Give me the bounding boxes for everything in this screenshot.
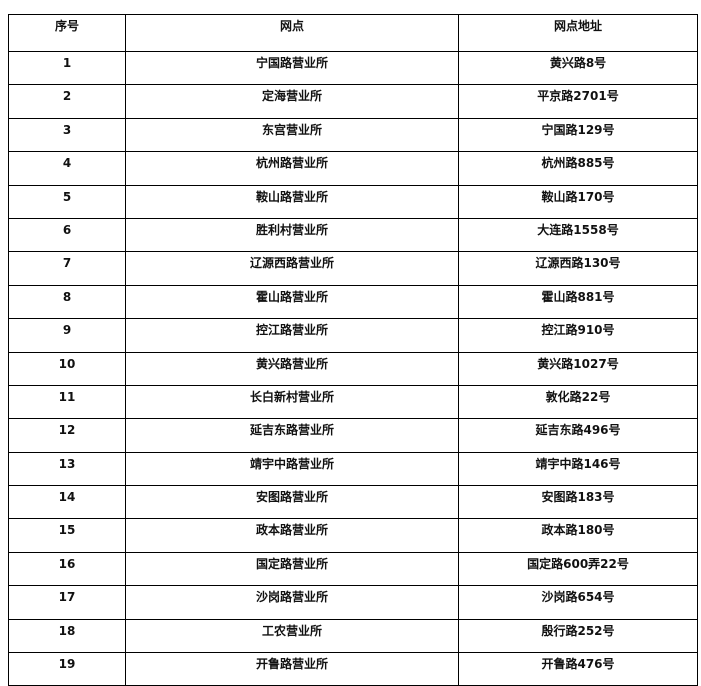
cell-index: 17: [8, 585, 126, 620]
cell-branch: 安图路营业所: [125, 485, 459, 520]
cell-address: 大连路1558号: [458, 217, 698, 253]
cell-index: 19: [8, 652, 126, 686]
table-row: 9 控江路营业所 控江路910号: [8, 318, 698, 353]
cell-branch: 沙岗路营业所: [125, 585, 459, 620]
cell-index: 4: [8, 151, 126, 186]
table-row: 12 延吉东路营业所 延吉东路496号: [8, 418, 698, 453]
table-row: 8 霍山路营业所 霍山路881号: [8, 284, 698, 320]
cell-index: 12: [8, 418, 126, 453]
cell-address: 靖宇中路146号: [458, 451, 698, 487]
header-address: 网点地址: [458, 14, 698, 52]
cell-index: 10: [8, 351, 126, 386]
table-row: 6 胜利村营业所 大连路1558号: [8, 217, 698, 253]
cell-index: 5: [8, 184, 126, 219]
table-row: 14 安图路营业所 安图路183号: [8, 485, 698, 520]
cell-address: 沙岗路654号: [458, 585, 698, 620]
table-row: 13 靖宇中路营业所 靖宇中路146号: [8, 451, 698, 487]
cell-address: 敦化路22号: [458, 384, 698, 420]
table-row: 3 东宫营业所 宁国路129号: [8, 117, 698, 153]
cell-index: 14: [8, 485, 126, 520]
cell-address: 宁国路129号: [458, 117, 698, 153]
cell-index: 3: [8, 117, 126, 153]
header-index: 序号: [8, 14, 126, 52]
table-row: 5 鞍山路营业所 鞍山路170号: [8, 184, 698, 219]
cell-index: 15: [8, 518, 126, 553]
cell-branch: 胜利村营业所: [125, 217, 459, 253]
cell-branch: 国定路营业所: [125, 551, 459, 587]
table-row: 19 开鲁路营业所 开鲁路476号: [8, 652, 698, 686]
table-row: 4 杭州路营业所 杭州路885号: [8, 151, 698, 186]
table-row: 2 定海营业所 平京路2701号: [8, 84, 698, 119]
cell-index: 16: [8, 551, 126, 587]
cell-branch: 鞍山路营业所: [125, 184, 459, 219]
cell-index: 18: [8, 618, 126, 654]
cell-branch: 长白新村营业所: [125, 384, 459, 420]
cell-address: 辽源西路130号: [458, 251, 698, 286]
cell-index: 13: [8, 451, 126, 487]
cell-address: 黄兴路8号: [458, 50, 698, 86]
cell-branch: 开鲁路营业所: [125, 652, 459, 686]
cell-address: 安图路183号: [458, 485, 698, 520]
table-row: 7 辽源西路营业所 辽源西路130号: [8, 251, 698, 286]
cell-branch: 控江路营业所: [125, 318, 459, 353]
cell-address: 平京路2701号: [458, 84, 698, 119]
cell-branch: 辽源西路营业所: [125, 251, 459, 286]
cell-address: 开鲁路476号: [458, 652, 698, 686]
cell-index: 6: [8, 217, 126, 253]
cell-branch: 黄兴路营业所: [125, 351, 459, 386]
cell-branch: 东宫营业所: [125, 117, 459, 153]
cell-index: 11: [8, 384, 126, 420]
cell-branch: 延吉东路营业所: [125, 418, 459, 453]
cell-branch: 政本路营业所: [125, 518, 459, 553]
table-row: 17 沙岗路营业所 沙岗路654号: [8, 585, 698, 620]
cell-address: 霍山路881号: [458, 284, 698, 320]
table-row: 16 国定路营业所 国定路600弄22号: [8, 551, 698, 587]
header-branch: 网点: [125, 14, 459, 52]
cell-branch: 霍山路营业所: [125, 284, 459, 320]
cell-address: 延吉东路496号: [458, 418, 698, 453]
table-row: 1 宁国路营业所 黄兴路8号: [8, 50, 698, 86]
table-row: 11 长白新村营业所 敦化路22号: [8, 384, 698, 420]
header-row: 序号 网点 网点地址: [8, 14, 698, 52]
cell-branch: 定海营业所: [125, 84, 459, 119]
cell-branch: 靖宇中路营业所: [125, 451, 459, 487]
cell-index: 2: [8, 84, 126, 119]
cell-address: 控江路910号: [458, 318, 698, 353]
cell-address: 政本路180号: [458, 518, 698, 553]
cell-index: 9: [8, 318, 126, 353]
cell-address: 鞍山路170号: [458, 184, 698, 219]
cell-branch: 工农营业所: [125, 618, 459, 654]
cell-branch: 宁国路营业所: [125, 50, 459, 86]
table-row: 18 工农营业所 殷行路252号: [8, 618, 698, 654]
cell-branch: 杭州路营业所: [125, 151, 459, 186]
table-row: 15 政本路营业所 政本路180号: [8, 518, 698, 553]
cell-address: 杭州路885号: [458, 151, 698, 186]
cell-address: 国定路600弄22号: [458, 551, 698, 587]
cell-address: 殷行路252号: [458, 618, 698, 654]
cell-index: 7: [8, 251, 126, 286]
cell-address: 黄兴路1027号: [458, 351, 698, 386]
cell-index: 8: [8, 284, 126, 320]
cell-index: 1: [8, 50, 126, 86]
branch-table: 序号 网点 网点地址 1 宁国路营业所 黄兴路8号 2 定海营业所 平京路2701号 3 东宫…: [8, 14, 698, 686]
table-row: 10 黄兴路营业所 黄兴路1027号: [8, 351, 698, 386]
